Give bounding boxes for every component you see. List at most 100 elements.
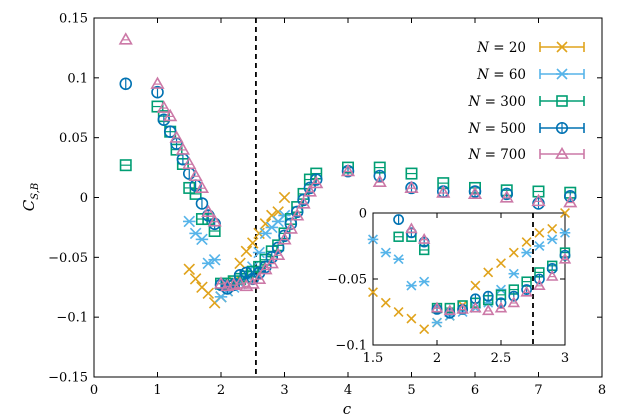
marker-triangle [150,76,165,89]
data-point [547,223,558,234]
data-point [240,245,253,258]
marker-triangle [182,156,197,170]
data-point [367,234,379,245]
data-point [507,296,521,308]
legend-label: N = 700 [468,147,526,163]
marker-triangle [531,193,546,207]
data-point [520,285,533,297]
data-point [521,237,532,248]
data-point [496,258,506,269]
legend-label-variable: N [468,121,482,137]
marker-triangle [443,304,457,316]
marker-stroke [547,223,558,234]
x-tick-label: 2 [433,351,441,366]
marker-stroke [240,245,253,258]
marker-triangle [175,142,190,155]
data-point [309,175,324,189]
marker-stroke [556,41,568,53]
marker-stroke [521,237,532,248]
data-point [290,208,305,221]
data-point [175,142,190,155]
data-point [533,279,546,291]
legend-label-value: = 700 [480,147,526,163]
marker-triangle [169,130,184,143]
data-point [195,197,209,210]
marker-stroke [246,237,259,249]
marker-stroke [234,257,246,270]
data-point [296,196,311,209]
marker-stroke [393,307,404,317]
data-point [456,302,469,314]
marker-stroke [483,267,494,278]
data-point [277,232,292,245]
y-axis-label-subscript: S,B [30,183,41,200]
data-point [483,267,494,278]
marker-triangle [194,180,210,194]
marker-stroke [259,218,272,230]
legend-label-variable: N [468,94,482,110]
marker-stroke [189,273,202,285]
marker-triangle [188,168,203,182]
data-point [163,125,177,138]
data-point [393,231,404,242]
data-point [380,247,392,258]
marker-triangle [533,279,546,291]
marker-triangle [258,261,273,275]
series-5 [405,222,572,316]
data-point [213,276,229,289]
y-axis-label: CS,B [20,183,41,212]
data-point [183,263,196,276]
data-point [558,252,572,264]
data-point [252,246,266,259]
data-point [560,208,570,218]
marker-stroke [560,208,570,218]
marker-stroke [419,324,430,335]
y-tick-label: −0.05 [327,273,367,288]
marker-stroke [534,227,545,238]
marker-triangle [404,180,419,194]
marker-triangle [405,222,418,234]
marker-triangle [499,190,514,203]
data-point [264,255,279,269]
data-point [563,194,578,208]
marker-triangle [252,271,267,284]
legend-item: N = 60 [476,67,585,83]
marker-stroke [368,287,378,298]
legend-label-variable: N [476,40,490,56]
marker-triangle [213,276,229,289]
legend-label-variable: N [476,67,490,83]
data-point [494,301,508,313]
marker-triangle [520,285,533,297]
marker-stroke [508,247,519,258]
data-point [556,41,568,53]
marker-triangle [309,175,324,189]
data-point [556,95,568,107]
legend-item: N = 20 [476,40,585,56]
marker-stroke [202,287,215,299]
x-tick-label: 3 [280,383,288,398]
legend-item: N = 500 [468,121,585,137]
marker-triangle [467,186,483,199]
main-plot: 0 1 2 3 4 5 6 7 8 −0.15 −0.1 −0.05 0 0.05 0.1 0.15 [48,12,606,399]
x-tick-label: 8 [598,383,606,398]
legend-label: N = 300 [468,94,526,110]
data-point [195,233,209,246]
data-point [271,247,286,261]
marker-triangle [494,301,508,313]
data-point [194,180,210,194]
marker-triangle [232,276,248,289]
data-point [546,234,558,245]
data-point [156,100,171,113]
x-tick-label: 7 [534,383,542,398]
x-tick-label: 4 [344,383,352,398]
data-point [404,180,419,194]
data-point [469,301,482,313]
data-point [443,304,457,316]
marker-stroke [470,280,481,291]
y-tick-label: 0.05 [59,131,88,146]
data-point [555,146,569,159]
y-tick-label: 0 [80,191,88,206]
data-point [393,307,404,317]
